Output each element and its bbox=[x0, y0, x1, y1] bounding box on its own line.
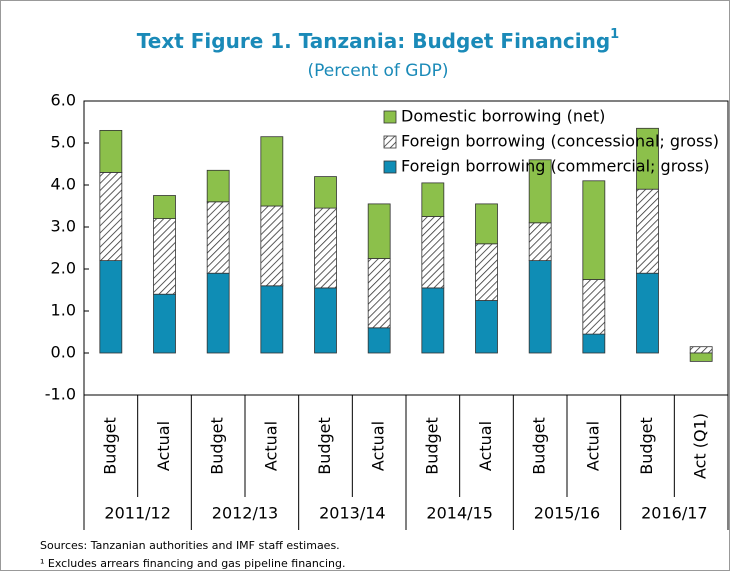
legend-swatch bbox=[383, 160, 397, 174]
title-superscript: 1 bbox=[610, 27, 619, 42]
y-tick-label: 1.0 bbox=[51, 301, 76, 320]
bar-segment bbox=[314, 287, 337, 354]
y-tick-label: -1.0 bbox=[45, 385, 76, 404]
bar-segment bbox=[421, 182, 445, 217]
x-tick-label: Actual bbox=[369, 421, 388, 471]
x-tick-label: Budget bbox=[637, 417, 656, 475]
bar-segment bbox=[99, 171, 123, 261]
bar-segment bbox=[528, 159, 552, 224]
bar-segment bbox=[314, 176, 337, 209]
bar-segment bbox=[99, 260, 123, 354]
bar-segment bbox=[636, 127, 659, 190]
bar-segment bbox=[99, 129, 123, 173]
y-tick-label: 6.0 bbox=[51, 91, 76, 110]
x-tick-label: Budget bbox=[100, 417, 119, 475]
bar-segment bbox=[153, 195, 176, 220]
y-tick-label: 4.0 bbox=[51, 175, 76, 194]
legend-swatch bbox=[383, 135, 397, 149]
bar-segment bbox=[528, 260, 552, 354]
bar-segment bbox=[528, 222, 552, 262]
bar-segment bbox=[367, 327, 391, 354]
x-tick-label: Actual bbox=[476, 421, 495, 471]
bar-segment bbox=[260, 205, 284, 287]
group-label: 2016/17 bbox=[641, 504, 707, 523]
bar-segment bbox=[582, 333, 606, 354]
bar-segment bbox=[314, 207, 337, 289]
bar-segment bbox=[636, 272, 659, 354]
bar-segment bbox=[582, 279, 606, 335]
x-tick-label: Budget bbox=[422, 417, 441, 475]
bar-segment bbox=[367, 258, 391, 329]
bar-segment bbox=[206, 169, 230, 203]
x-tick-label: Budget bbox=[530, 417, 549, 475]
legend-label: Domestic borrowing (net) bbox=[401, 107, 605, 126]
bar-segment bbox=[421, 216, 445, 289]
legend-label: Foreign borrowing (commercial; gross) bbox=[401, 157, 710, 176]
group-label: 2011/12 bbox=[104, 504, 170, 523]
bar-segment bbox=[689, 352, 713, 362]
bar-segment bbox=[475, 203, 498, 245]
bar-segment bbox=[636, 188, 659, 274]
y-tick-label: 5.0 bbox=[51, 133, 76, 152]
x-tick-label: Budget bbox=[315, 417, 334, 475]
bar-segment bbox=[421, 287, 445, 354]
title-text: Text Figure 1. Tanzania: Budget Financin… bbox=[137, 29, 610, 53]
group-label: 2015/16 bbox=[534, 504, 600, 523]
x-tick-label: Actual bbox=[261, 421, 280, 471]
y-tick-label: 3.0 bbox=[51, 217, 76, 236]
bar-segment bbox=[689, 346, 713, 354]
bar-segment bbox=[260, 136, 284, 207]
x-tick-label: Act (Q1) bbox=[691, 413, 710, 479]
legend-label: Foreign borrowing (concessional; gross) bbox=[401, 132, 719, 151]
bar-segment bbox=[582, 180, 606, 280]
y-tick-label: 0.0 bbox=[51, 343, 76, 362]
bar-segment bbox=[260, 285, 284, 354]
bar-segment bbox=[475, 243, 498, 301]
group-label: 2012/13 bbox=[212, 504, 278, 523]
y-tick-label: 2.0 bbox=[51, 259, 76, 278]
group-label: 2013/14 bbox=[319, 504, 385, 523]
x-tick-label: Actual bbox=[154, 421, 173, 471]
bar-segment bbox=[153, 218, 176, 295]
bar-segment bbox=[206, 201, 230, 274]
bar-segment bbox=[475, 300, 498, 354]
group-label: 2014/15 bbox=[426, 504, 492, 523]
chart-title: Text Figure 1. Tanzania: Budget Financin… bbox=[137, 27, 619, 53]
bar-segment bbox=[206, 272, 230, 354]
x-tick-label: Budget bbox=[208, 417, 227, 475]
note: Sources: Tanzanian authorities and IMF s… bbox=[40, 539, 340, 552]
x-tick-label: Actual bbox=[583, 421, 602, 471]
chart-subtitle: (Percent of GDP) bbox=[308, 61, 449, 81]
bar-segment bbox=[367, 203, 391, 259]
bar-segment bbox=[153, 293, 176, 354]
legend-swatch bbox=[383, 110, 397, 124]
note: ¹ Excludes arrears financing and gas pip… bbox=[40, 557, 345, 570]
